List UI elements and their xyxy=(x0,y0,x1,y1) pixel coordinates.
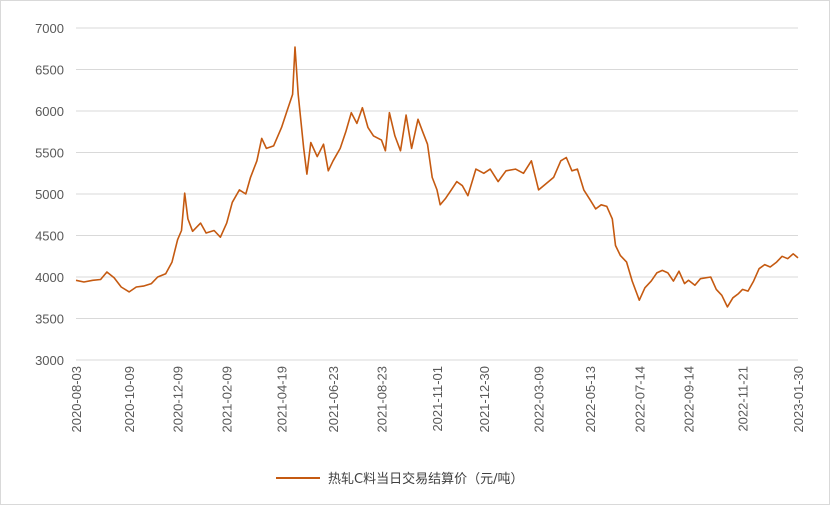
x-tick-label: 2020-12-09 xyxy=(171,366,186,433)
x-tick-label: 2022-03-09 xyxy=(532,366,547,433)
x-tick-label: 2022-09-14 xyxy=(682,366,697,433)
x-tick-label: 2021-02-09 xyxy=(220,366,235,433)
series-layer xyxy=(75,46,799,308)
series-line-0 xyxy=(75,46,799,308)
x-tick-label: 2020-08-03 xyxy=(69,366,84,433)
y-tick-label: 5000 xyxy=(35,187,64,202)
x-tick-label: 2022-07-14 xyxy=(632,366,647,433)
y-axis-ticks: 3000 3500 4000 4500 5000 5500 6000 6500 7000 xyxy=(35,21,64,368)
x-tick-label: 2023-01-30 xyxy=(791,366,806,433)
legend: 热轧C料当日交易结算价（元/吨） xyxy=(276,471,523,487)
y-tick-label: 3000 xyxy=(35,353,64,368)
y-tick-label: 4500 xyxy=(35,229,64,244)
y-tick-label: 6000 xyxy=(35,104,64,119)
x-tick-label: 2020-10-09 xyxy=(122,366,137,433)
gridlines xyxy=(76,27,798,361)
x-tick-label: 2021-04-19 xyxy=(274,366,289,433)
y-tick-label: 4000 xyxy=(35,270,64,285)
x-tick-label: 2022-11-21 xyxy=(735,366,750,432)
x-tick-label: 2021-11-01 xyxy=(430,366,445,432)
y-tick-label: 3500 xyxy=(35,312,64,327)
legend-label: 热轧C料当日交易结算价（元/吨） xyxy=(328,471,523,487)
x-tick-label: 2021-12-30 xyxy=(477,366,492,433)
y-tick-label: 7000 xyxy=(35,21,64,36)
x-tick-label: 2022-05-13 xyxy=(583,366,598,433)
x-tick-label: 2021-06-23 xyxy=(326,366,341,433)
x-axis-ticks: 2020-08-03 2020-10-09 2020-12-09 2021-02-09… xyxy=(69,366,806,433)
x-tick-label: 2021-08-23 xyxy=(374,366,389,433)
y-tick-label: 6500 xyxy=(35,63,64,78)
y-tick-label: 5500 xyxy=(35,146,64,161)
